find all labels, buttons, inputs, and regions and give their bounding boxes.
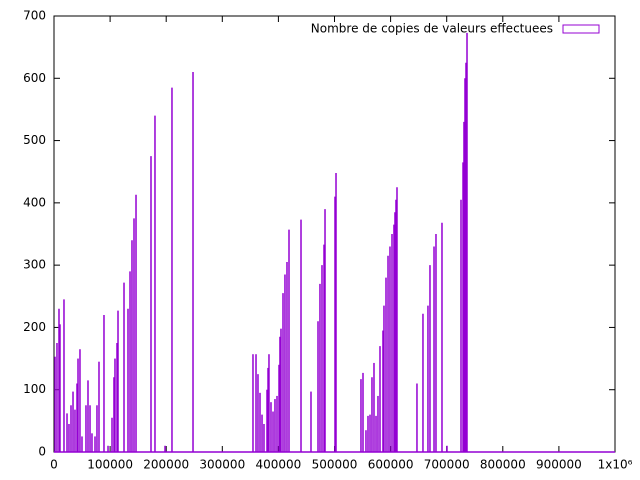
y-tick-label: 0 xyxy=(38,445,46,459)
y-tick-label: 100 xyxy=(23,382,46,396)
x-tick-label: 900000 xyxy=(536,458,582,472)
x-tick-label: 1x10⁶ xyxy=(598,458,633,472)
y-tick-label: 200 xyxy=(23,320,46,334)
legend-swatch xyxy=(562,24,600,34)
x-tick-label: 500000 xyxy=(312,458,358,472)
x-tick-label: 100000 xyxy=(87,458,133,472)
x-tick-label: 0 xyxy=(50,458,58,472)
x-tick-label: 400000 xyxy=(255,458,301,472)
y-tick-label: 700 xyxy=(23,9,46,23)
y-tick-label: 500 xyxy=(23,133,46,147)
x-tick-label: 300000 xyxy=(199,458,245,472)
x-tick-label: 800000 xyxy=(480,458,526,472)
y-tick-label: 300 xyxy=(23,258,46,272)
legend-label: Nombre de copies de valeurs effectuees xyxy=(311,22,553,36)
y-tick-label: 400 xyxy=(23,195,46,209)
x-tick-label: 200000 xyxy=(143,458,189,472)
x-tick-label: 600000 xyxy=(368,458,414,472)
y-tick-label: 600 xyxy=(23,71,46,85)
x-tick-label: 700000 xyxy=(424,458,470,472)
